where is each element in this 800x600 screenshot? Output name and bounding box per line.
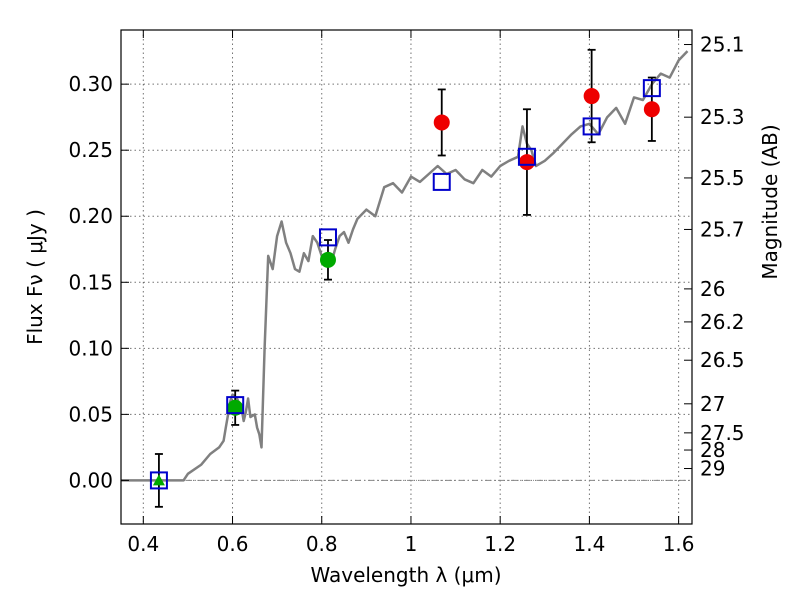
magnitude-axis-label: Magnitude (AB) (758, 124, 782, 279)
y-tick-label: 0.15 (68, 270, 113, 294)
x-tick-label: 1.6 (663, 532, 695, 556)
x-tick-label: 1.2 (484, 532, 516, 556)
model-flux-square (226, 396, 245, 415)
y-axis-label: Flux Fν ( μJy ) (23, 209, 47, 345)
magnitude-tick-label: 25.5 (700, 166, 745, 190)
data-markers (149, 79, 661, 490)
x-tick-label: 1.4 (573, 532, 605, 556)
model-flux-square (517, 147, 536, 166)
data-point-green (319, 251, 336, 268)
model-flux-square (318, 228, 337, 247)
data-point-red (583, 88, 600, 105)
y-tick-label: 0.05 (68, 402, 113, 426)
model-flux-square (642, 79, 661, 98)
x-tick-label: 0.4 (127, 532, 159, 556)
y-tick-label: 0.20 (68, 204, 113, 228)
magnitude-tick-label: 27 (700, 392, 725, 416)
model-flux-square (432, 172, 451, 191)
x-tick-label: 1 (405, 532, 418, 556)
y-tick-label: 0.00 (68, 468, 113, 492)
magnitude-tick-label: 25.1 (700, 33, 745, 57)
y-tick-label: 0.25 (68, 138, 113, 162)
magnitude-tick-label: 27.5 (700, 421, 745, 445)
magnitude-tick-label: 29 (700, 457, 725, 481)
model-flux-square (582, 117, 601, 136)
x-tick-label: 0.6 (217, 532, 249, 556)
data-point-red (643, 101, 660, 118)
magnitude-tick-label: 26.2 (700, 310, 745, 334)
magnitude-tick-label: 28 (700, 438, 725, 462)
y-tick-label: 0.30 (68, 72, 113, 96)
data-point-upper-limit (152, 474, 165, 486)
magnitude-tick-label: 26 (700, 277, 725, 301)
data-point-red (518, 154, 535, 171)
x-tick-label: 0.8 (306, 532, 338, 556)
magnitude-tick-label: 25.7 (700, 217, 745, 241)
x-axis-tick-labels: 0.4 0.6 0.8 1 1.2 1.4 1.6 (127, 532, 694, 556)
model-spectrum-line (121, 50, 689, 482)
plot-frame (120, 29, 693, 525)
data-point-red (433, 114, 450, 131)
x-axis-label: Wavelength λ (μm) (310, 563, 501, 587)
y-axis-tick-labels: 0.00 0.05 0.10 0.15 0.20 0.25 0.30 (68, 72, 113, 492)
data-point-green (227, 399, 244, 416)
y-tick-label: 0.10 (68, 336, 113, 360)
magnitude-tick-label: 26.5 (700, 348, 745, 372)
model-flux-square (149, 471, 168, 490)
axis-ticks (121, 30, 692, 524)
magnitude-tick-label: 25.3 (700, 105, 745, 129)
